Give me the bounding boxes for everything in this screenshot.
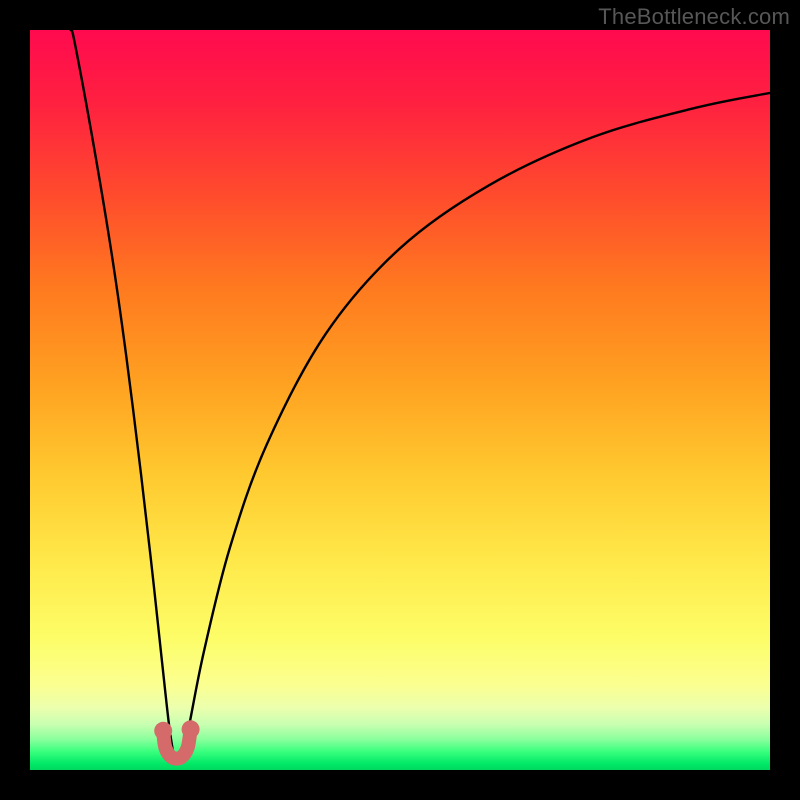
- gradient-background: [30, 30, 770, 770]
- minimum-marker-end-left: [154, 722, 172, 740]
- bottleneck-chart-svg: [0, 0, 800, 800]
- minimum-marker-end-right: [182, 720, 200, 738]
- watermark-text: TheBottleneck.com: [598, 4, 790, 30]
- chart-root: TheBottleneck.com: [0, 0, 800, 800]
- plot-area: [30, 29, 770, 770]
